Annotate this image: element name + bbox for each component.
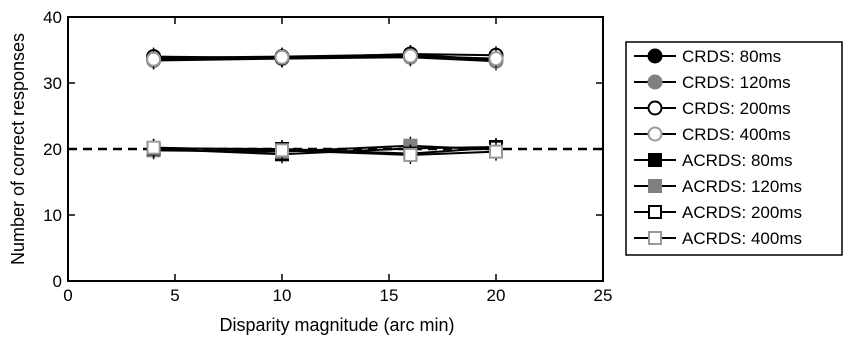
x-tick-label: 25 (594, 286, 613, 305)
y-axis-label: Number of correct responses (8, 33, 28, 265)
legend-item: ACRDS: 120ms (634, 177, 802, 196)
x-axis: 0 5 10 15 20 25 (63, 17, 612, 305)
data-point (402, 48, 418, 64)
series-layer (146, 44, 504, 164)
x-tick-label: 5 (170, 286, 179, 305)
data-point (146, 51, 162, 67)
series-line (153, 56, 497, 63)
legend-marker (647, 100, 663, 116)
legend-label: CRDS: 200ms (682, 99, 791, 118)
legend-item: ACRDS: 200ms (634, 203, 802, 222)
data-point (489, 144, 503, 159)
legend-label: ACRDS: 400ms (682, 229, 802, 248)
series-3 (146, 46, 504, 69)
x-tick-label: 0 (63, 286, 72, 305)
series-line (153, 54, 497, 61)
legend-label: CRDS: 120ms (682, 73, 791, 92)
legend-label: CRDS: 80ms (682, 47, 781, 66)
legend-item: CRDS: 120ms (634, 73, 791, 92)
legend-marker (648, 231, 662, 245)
legend-marker (647, 126, 663, 142)
legend-item: ACRDS: 400ms (634, 229, 802, 248)
data-point (146, 140, 161, 155)
y-axis: 0 10 20 30 40 (43, 8, 603, 291)
legend-marker (648, 179, 662, 193)
legend-marker (647, 48, 663, 64)
data-point (488, 51, 504, 67)
data-point (403, 147, 418, 162)
data-point (274, 49, 290, 65)
legend: CRDS: 80ms CRDS: 120ms CRDS: 200ms CRDS: 40… (634, 47, 802, 248)
x-tick-label: 15 (380, 286, 399, 305)
y-tick-label: 10 (43, 206, 62, 225)
legend-box (625, 41, 843, 256)
legend-item: CRDS: 400ms (634, 125, 791, 144)
legend-label: CRDS: 400ms (682, 125, 791, 144)
legend-marker (647, 74, 663, 90)
legend-label: ACRDS: 200ms (682, 203, 802, 222)
legend-marker (648, 205, 662, 219)
legend-marker (648, 153, 662, 167)
legend-label: ACRDS: 120ms (682, 177, 802, 196)
y-tick-label: 20 (43, 140, 62, 159)
series-7 (146, 138, 503, 164)
legend-item: ACRDS: 80ms (634, 151, 793, 170)
series-line (153, 144, 497, 153)
x-axis-label: Disparity magnitude (arc min) (219, 315, 454, 335)
x-tick-label: 20 (487, 286, 506, 305)
y-tick-label: 0 (53, 272, 62, 291)
x-tick-label: 10 (273, 286, 292, 305)
data-point (275, 143, 289, 158)
y-tick-label: 30 (43, 74, 62, 93)
legend-item: CRDS: 200ms (634, 99, 791, 118)
series-line (153, 146, 497, 156)
legend-label: ACRDS: 80ms (682, 151, 793, 170)
legend-item: CRDS: 80ms (634, 47, 781, 66)
y-tick-label: 40 (43, 8, 62, 27)
